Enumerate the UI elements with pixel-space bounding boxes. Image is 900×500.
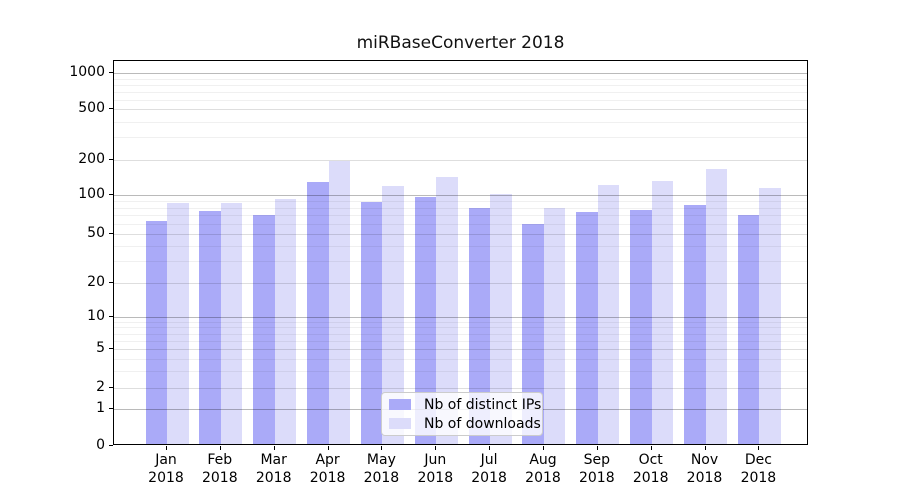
x-tick-label-jan: Jan 2018 (148, 452, 184, 486)
y-tick-mark (109, 445, 113, 446)
y-tick-label-10: 10 (87, 308, 105, 324)
bar-distinct-ips-apr (307, 181, 329, 444)
bar-downloads-nov (705, 168, 727, 444)
y-tick-mark (109, 282, 113, 283)
bars-layer (114, 61, 807, 444)
y-tick-mark (109, 158, 113, 160)
x-tick-mark (650, 446, 652, 450)
y-tick-label-1000: 1000 (69, 64, 105, 80)
x-tick-label-mar: Mar 2018 (255, 452, 292, 486)
y-tick-mark (109, 194, 113, 195)
y-tick-mark (109, 386, 113, 388)
x-tick-mark (596, 446, 598, 450)
legend-swatch-downloads (389, 418, 411, 429)
bar-downloads-aug (543, 208, 566, 444)
bar-distinct-ips-may (360, 202, 383, 444)
legend-item-downloads: Nb of downloads (389, 416, 541, 432)
x-tick-mark (327, 446, 329, 450)
y-tick-mark (109, 407, 113, 409)
x-tick-label-oct: Oct 2018 (632, 452, 669, 486)
bar-distinct-ips-feb (199, 210, 221, 444)
legend-label-distinct-ips: Nb of distinct IPs (424, 396, 542, 413)
bar-distinct-ips-aug (522, 224, 544, 444)
bar-distinct-ips-sep (576, 212, 598, 444)
bar-distinct-ips-mar (253, 215, 275, 444)
chart-title: miRBaseConverter 2018 (356, 33, 565, 53)
bar-downloads-may (382, 185, 404, 444)
y-tick-mark (109, 232, 113, 234)
x-tick-mark (543, 446, 544, 450)
x-tick-label-jul: Jul 2018 (471, 452, 507, 486)
y-tick-mark (109, 316, 113, 317)
legend-item-distinct-ips: Nb of distinct IPs (389, 397, 541, 413)
x-tick-label-nov: Nov 2018 (686, 452, 723, 486)
x-tick-label-sep: Sep 2018 (578, 452, 615, 486)
bar-downloads-jan (167, 203, 189, 444)
bar-downloads-mar (274, 198, 297, 444)
bar-downloads-dec (759, 188, 781, 444)
x-tick-mark (381, 446, 383, 450)
y-tick-label-200: 200 (78, 150, 105, 167)
x-tick-mark (435, 446, 437, 450)
y-tick-mark (109, 108, 113, 110)
legend-swatch-distinct-ips (389, 399, 411, 410)
y-tick-label-0: 0 (96, 437, 105, 453)
y-tick-label-1: 1 (96, 399, 105, 416)
x-tick-label-may: May 2018 (363, 452, 400, 486)
y-tick-label-2: 2 (96, 378, 105, 395)
bar-downloads-jul (490, 194, 512, 444)
x-tick-mark (273, 446, 275, 450)
y-tick-label-100: 100 (78, 186, 105, 202)
x-tick-mark (704, 446, 706, 450)
bar-downloads-feb (220, 203, 243, 444)
x-tick-label-dec: Dec 2018 (740, 452, 777, 486)
y-tick-mark (109, 72, 113, 73)
y-tick-label-50: 50 (87, 224, 105, 241)
y-tick-label-500: 500 (78, 100, 105, 117)
bar-distinct-ips-jun (414, 196, 437, 444)
y-tick-mark (109, 348, 113, 350)
bar-distinct-ips-jan (145, 220, 167, 444)
plot-area: Nb of distinct IPs Nb of downloads (113, 60, 808, 445)
bar-downloads-apr (328, 160, 351, 444)
bar-distinct-ips-nov (684, 204, 706, 444)
x-tick-label-apr: Apr 2018 (309, 452, 346, 486)
x-tick-mark (166, 446, 167, 450)
bar-distinct-ips-jul (468, 207, 491, 444)
x-tick-mark (758, 446, 760, 450)
bar-downloads-jun (436, 176, 458, 444)
x-tick-mark (219, 446, 221, 450)
x-tick-label-jun: Jun 2018 (417, 452, 454, 486)
bar-downloads-sep (597, 185, 620, 444)
bar-distinct-ips-dec (737, 215, 760, 444)
y-tick-label-20: 20 (87, 274, 105, 290)
y-tick-label-5: 5 (96, 340, 105, 357)
bar-distinct-ips-oct (630, 209, 652, 444)
bar-downloads-oct (651, 181, 674, 444)
legend-label-downloads: Nb of downloads (424, 415, 541, 432)
legend: Nb of distinct IPs Nb of downloads (381, 392, 543, 436)
x-tick-label-aug: Aug 2018 (525, 452, 561, 486)
x-tick-label-feb: Feb 2018 (201, 452, 238, 486)
x-tick-mark (489, 446, 491, 450)
